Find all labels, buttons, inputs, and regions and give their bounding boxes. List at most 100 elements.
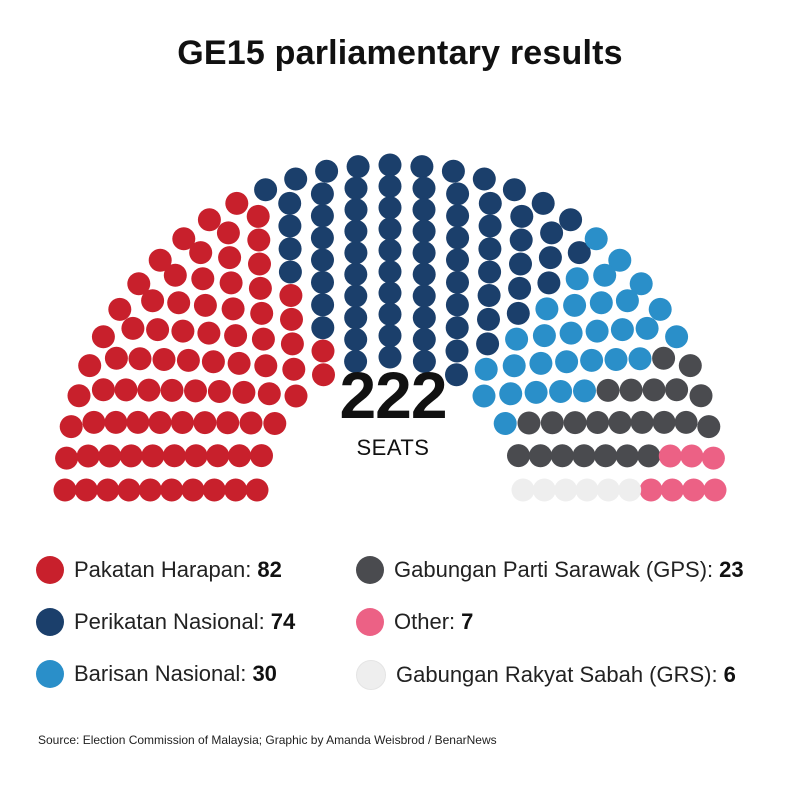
seat-perikatan-nasional (278, 260, 302, 284)
seat-perikatan-nasional (446, 182, 470, 206)
seat-pakatan-harapan (55, 446, 79, 470)
seat-barisan-nasional (524, 380, 548, 404)
seat-perikatan-nasional (412, 176, 436, 200)
seat-pakatan-harapan (104, 346, 128, 370)
seat-barisan-nasional (565, 267, 589, 291)
seat-other (658, 444, 682, 468)
seat-pakatan-harapan (170, 411, 194, 434)
seat-perikatan-nasional (412, 241, 436, 265)
seat-pakatan-harapan (201, 350, 225, 374)
seat-perikatan-nasional (311, 270, 334, 294)
seat-pakatan-harapan (206, 444, 230, 468)
seat-pakatan-harapan (221, 297, 245, 321)
legend-swatch (36, 660, 64, 688)
seat-perikatan-nasional (278, 191, 302, 215)
seat-perikatan-nasional (378, 238, 402, 262)
seat-pakatan-harapan (163, 263, 187, 287)
seat-pakatan-harapan (311, 339, 335, 363)
seat-perikatan-nasional (378, 196, 402, 220)
seat-pakatan-harapan (250, 444, 273, 468)
seat-perikatan-nasional (506, 301, 530, 325)
seat-barisan-nasional (535, 297, 559, 321)
seat-perikatan-nasional (412, 306, 436, 330)
seat-pakatan-harapan (193, 293, 217, 317)
seat-pakatan-harapan (245, 478, 269, 502)
seat-gabungan-parti-sarawak-gps (596, 378, 620, 402)
seat-perikatan-nasional (538, 246, 562, 270)
seat-perikatan-nasional (478, 214, 502, 238)
seat-pakatan-harapan (280, 332, 304, 356)
seat-gabungan-parti-sarawak-gps (697, 415, 721, 439)
seat-perikatan-nasional (378, 345, 402, 369)
seat-pakatan-harapan (248, 276, 272, 300)
seat-other (660, 478, 684, 502)
seat-pakatan-harapan (171, 319, 195, 343)
legend-item-other: Other: 7 (356, 608, 473, 636)
legend-value: 30 (252, 661, 277, 686)
seat-pakatan-harapan (162, 444, 186, 468)
seat-pakatan-harapan (193, 411, 217, 435)
seat-pakatan-harapan (91, 378, 115, 402)
seat-perikatan-nasional (378, 302, 402, 326)
seat-pakatan-harapan (257, 382, 281, 406)
seat-barisan-nasional (573, 379, 596, 403)
seat-pakatan-harapan (224, 324, 248, 348)
seat-barisan-nasional (580, 348, 604, 372)
seat-pakatan-harapan (239, 411, 263, 435)
seat-perikatan-nasional (311, 293, 335, 317)
seat-perikatan-nasional (344, 219, 368, 243)
seat-pakatan-harapan (250, 301, 274, 325)
seat-gabungan-parti-sarawak-gps (594, 444, 618, 468)
seat-perikatan-nasional (502, 178, 526, 202)
seat-perikatan-nasional (278, 214, 302, 238)
seat-gabungan-rakyat-sabah-grs (554, 478, 578, 502)
seat-perikatan-nasional (441, 159, 465, 183)
seat-gabungan-parti-sarawak-gps (529, 444, 552, 468)
seat-perikatan-nasional (412, 262, 436, 286)
seat-pakatan-harapan (119, 444, 143, 468)
seat-barisan-nasional (549, 380, 573, 403)
legend-value: 6 (723, 662, 736, 687)
seat-pakatan-harapan (197, 208, 221, 232)
seat-pakatan-harapan (216, 411, 240, 435)
seat-pakatan-harapan (227, 351, 251, 375)
seat-pakatan-harapan (184, 379, 207, 403)
seat-gabungan-rakyat-sabah-grs (511, 478, 535, 502)
seat-perikatan-nasional (378, 217, 402, 241)
seat-barisan-nasional (493, 412, 517, 435)
seat-barisan-nasional (648, 297, 672, 321)
seat-pakatan-harapan (91, 325, 115, 349)
total-seats-number: 222 (339, 358, 447, 432)
seat-pakatan-harapan (225, 191, 249, 215)
seat-perikatan-nasional (477, 307, 500, 331)
seat-other (703, 478, 727, 502)
seat-pakatan-harapan (247, 228, 271, 252)
seat-perikatan-nasional (344, 198, 368, 222)
source-note: Source: Election Commission of Malaysia;… (38, 733, 497, 747)
seat-perikatan-nasional (254, 178, 278, 202)
seat-perikatan-nasional (378, 260, 402, 284)
seat-pakatan-harapan (251, 327, 275, 351)
seat-perikatan-nasional (378, 153, 402, 177)
seat-pakatan-harapan (104, 410, 128, 434)
seat-perikatan-nasional (510, 204, 534, 228)
seat-gabungan-parti-sarawak-gps (507, 444, 530, 468)
seat-perikatan-nasional (476, 332, 500, 356)
seat-barisan-nasional (529, 351, 553, 375)
seat-gabungan-rakyat-sabah-grs (596, 478, 620, 502)
seat-barisan-nasional (585, 319, 609, 343)
seat-perikatan-nasional (509, 252, 532, 276)
seat-perikatan-nasional (378, 281, 402, 305)
seat-perikatan-nasional (410, 155, 434, 179)
seat-barisan-nasional (589, 291, 613, 315)
seat-barisan-nasional (502, 354, 526, 378)
seat-pakatan-harapan (53, 478, 77, 502)
seat-gabungan-parti-sarawak-gps (586, 411, 610, 434)
legend-item-pakatan-harapan: Pakatan Harapan: 82 (36, 556, 282, 584)
seat-pakatan-harapan (279, 284, 303, 307)
seat-gabungan-parti-sarawak-gps (608, 411, 632, 434)
seat-other (639, 478, 663, 502)
seat-pakatan-harapan (184, 444, 208, 468)
seat-perikatan-nasional (344, 262, 368, 286)
seat-pakatan-harapan (141, 444, 165, 468)
